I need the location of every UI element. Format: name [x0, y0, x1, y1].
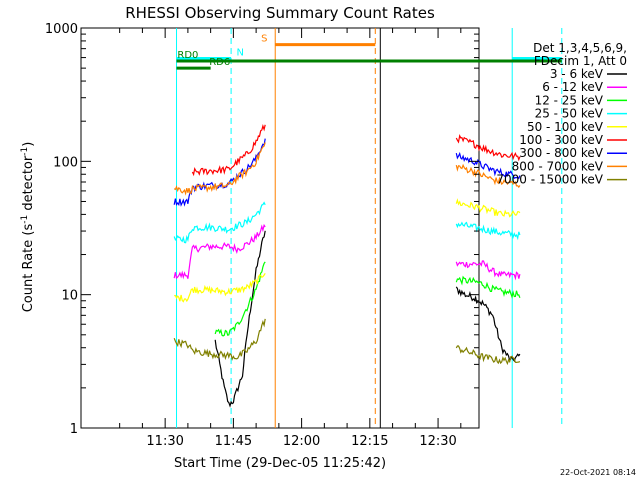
x-tick-label: 12:00: [283, 434, 320, 449]
vertical-markers: [176, 28, 563, 428]
y-axis-label: Count Rate (s-1 detector-1): [20, 142, 36, 313]
series-line: [191, 123, 266, 177]
x-tick-label: 11:45: [215, 434, 252, 449]
legend-label: 800 - 7000 keV: [512, 159, 604, 173]
series-1: [173, 223, 521, 281]
flag-label-n: N: [236, 48, 243, 59]
plot-border: [80, 27, 480, 429]
series-line: [455, 260, 521, 281]
series-2: [214, 261, 521, 337]
data-series: [173, 123, 521, 408]
flag-label-rd6: RD6: [209, 57, 230, 68]
timestamp: 22-Oct-2021 08:14: [560, 468, 636, 477]
legend-header-line2: FDecim 1, Att 0: [534, 54, 627, 68]
series-line: [214, 261, 266, 337]
y-tick-label: 10: [61, 289, 78, 304]
series-line: [455, 134, 521, 162]
series-line: [173, 142, 266, 196]
legend-label: 7000 - 15000 keV: [496, 173, 603, 187]
plot-frame: [80, 27, 480, 429]
series-5: [191, 123, 521, 177]
flag-label-s: S: [261, 34, 267, 45]
y-tick-label: 1000: [45, 22, 78, 37]
series-line: [173, 201, 266, 244]
legend-label: 300 - 800 keV: [519, 146, 603, 160]
series-7: [173, 142, 521, 196]
series-line: [455, 198, 521, 218]
x-tick-label: 12:15: [351, 434, 388, 449]
x-axis-label: Start Time (29-Dec-05 11:25:42): [174, 456, 386, 471]
series-8: [173, 318, 521, 366]
legend-label: 12 - 25 keV: [535, 93, 604, 107]
x-axis: 11:30 11:45 12:00 12:15 12:30: [119, 28, 462, 449]
x-tick-label: 12:30: [419, 434, 456, 449]
series-line: [455, 163, 521, 189]
legend: Det 1,3,4,5,6,9, FDecim 1, Att 0 3 - 6 k…: [496, 41, 627, 187]
x-tick-label: 11:30: [146, 434, 183, 449]
series-4: [174, 198, 521, 303]
flag-bars: N S RD0 RD6: [176, 34, 562, 70]
series-line: [455, 286, 521, 363]
series-line: [173, 223, 266, 280]
legend-label: 25 - 50 keV: [535, 107, 604, 121]
series-3: [173, 201, 521, 244]
legend-label: 100 - 300 keV: [519, 133, 603, 147]
y-tick-label: 1: [70, 422, 78, 437]
legend-label: 3 - 6 keV: [550, 67, 604, 81]
series-0: [214, 230, 521, 408]
chart-title: RHESSI Observing Summary Count Rates: [125, 4, 435, 22]
legend-header-line1: Det 1,3,4,5,6,9,: [533, 41, 627, 55]
series-line: [174, 272, 266, 303]
legend-label: 50 - 100 keV: [527, 120, 604, 134]
series-line: [455, 221, 521, 241]
legend-label: 6 - 12 keV: [542, 80, 604, 94]
series-line: [455, 275, 521, 299]
series-line: [173, 318, 266, 361]
y-tick-label: 100: [53, 155, 78, 170]
series-line: [173, 138, 266, 207]
y-axis: 1 10 100 1000: [45, 22, 479, 437]
series-line: [455, 345, 521, 366]
series-line: [455, 151, 521, 180]
flag-label-rd0: RD0: [177, 50, 198, 61]
series-line: [214, 230, 266, 408]
